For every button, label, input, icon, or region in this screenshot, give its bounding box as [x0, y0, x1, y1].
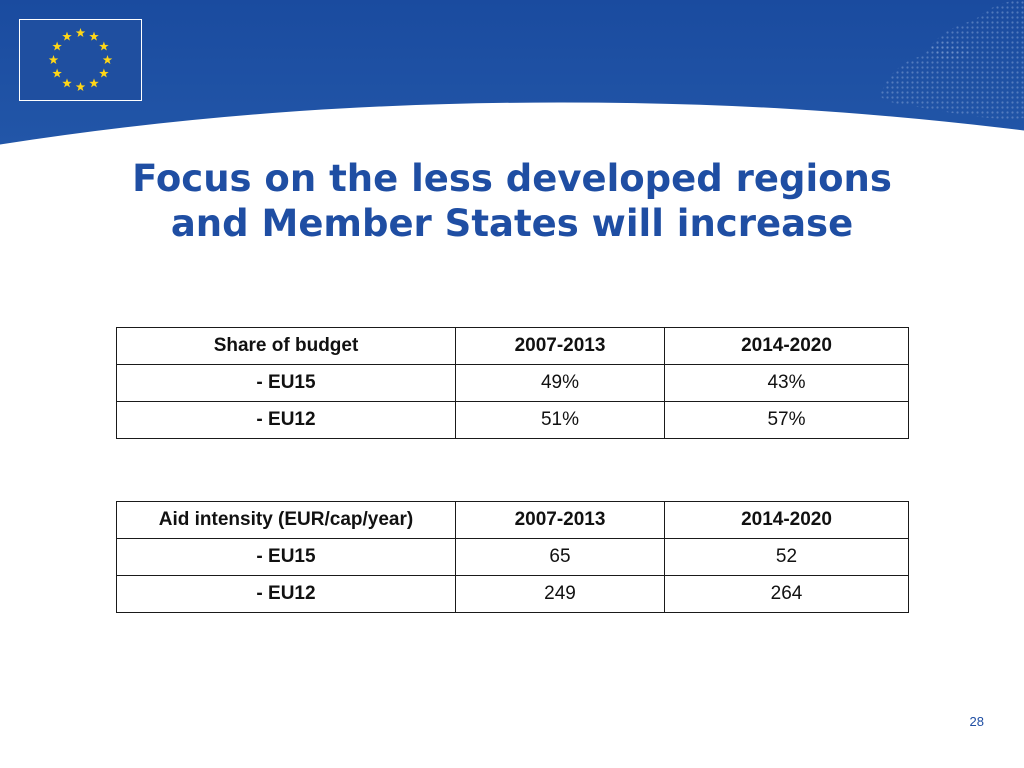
- eu-flag-icon: [19, 19, 142, 101]
- table-row: - EU12 51% 57%: [116, 401, 909, 439]
- page-number: 28: [969, 714, 984, 729]
- flag-star-icon: [99, 68, 109, 78]
- budget-share-table: Share of budget 2007-2013 2014-2020 - EU…: [116, 327, 909, 439]
- flag-star-icon: [89, 31, 99, 41]
- flag-star-icon: [99, 41, 109, 51]
- row-label: - EU12: [116, 575, 456, 613]
- aid-intensity-table: Aid intensity (EUR/cap/year) 2007-2013 2…: [116, 501, 909, 613]
- title-line-2: and Member States will increase: [170, 202, 854, 245]
- column-header: Share of budget: [116, 327, 456, 365]
- column-header: Aid intensity (EUR/cap/year): [116, 501, 456, 539]
- table-header-row: Share of budget 2007-2013 2014-2020: [116, 327, 909, 365]
- table-row: - EU15 49% 43%: [116, 364, 909, 402]
- table-cell: 249: [455, 575, 665, 613]
- flag-star-icon: [52, 41, 62, 51]
- flag-star-icon: [48, 55, 59, 65]
- table-cell: 57%: [664, 401, 909, 439]
- table-cell: 52: [664, 538, 909, 576]
- title-line-1: Focus on the less developed regions: [132, 157, 892, 200]
- column-header: 2014-2020: [664, 501, 909, 539]
- row-label: - EU15: [116, 538, 456, 576]
- table-header-row: Aid intensity (EUR/cap/year) 2007-2013 2…: [116, 501, 909, 539]
- table-cell: 264: [664, 575, 909, 613]
- table-cell: 43%: [664, 364, 909, 402]
- flag-star-icon: [62, 31, 72, 41]
- table-row: - EU12 249 264: [116, 575, 909, 613]
- table-row: - EU15 65 52: [116, 538, 909, 576]
- table-cell: 51%: [455, 401, 665, 439]
- row-label: - EU15: [116, 364, 456, 402]
- row-label: - EU12: [116, 401, 456, 439]
- flag-star-icon: [89, 78, 99, 88]
- flag-star-icon: [62, 78, 72, 88]
- flag-star-icon: [75, 82, 86, 92]
- table-cell: 65: [455, 538, 665, 576]
- column-header: 2007-2013: [455, 327, 665, 365]
- header-band: [0, 0, 1024, 148]
- table-cell: 49%: [455, 364, 665, 402]
- flag-star-icon: [52, 68, 62, 78]
- flag-star-icon: [75, 28, 86, 38]
- flag-star-icon: [102, 55, 113, 65]
- column-header: 2007-2013: [455, 501, 665, 539]
- page-title: Focus on the less developed regions and …: [40, 156, 984, 246]
- column-header: 2014-2020: [664, 327, 909, 365]
